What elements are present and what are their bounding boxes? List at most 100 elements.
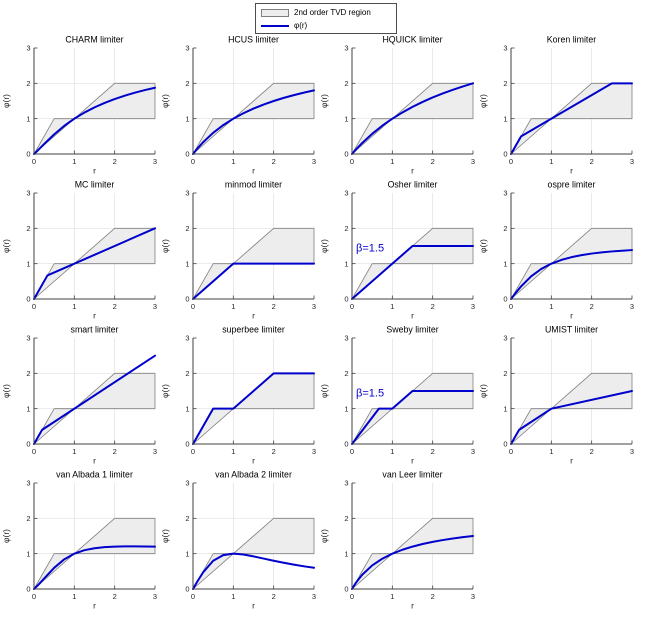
y-tick-label: 2 <box>26 79 30 88</box>
y-tick-label: 2 <box>344 514 348 523</box>
y-tick-label: 0 <box>503 150 507 159</box>
y-axis-label: φ(r) <box>320 384 329 398</box>
limiter-curve <box>510 249 633 300</box>
y-tick-label: 1 <box>26 114 30 123</box>
subplot-title: van Albada 1 limiter <box>56 470 133 480</box>
x-axis-label: r <box>411 601 414 611</box>
tvd-region-shape <box>192 517 315 590</box>
limiter-curve <box>33 227 156 300</box>
subplot-van-albada-1-limiter: 0 1 2 3 0 1 2 3 van Albada 1 limiter r φ(r) <box>2 469 161 614</box>
subplot-sweby-limiter: 0 1 2 3 0 1 2 3 Sweby limiter r φ(r) β=1.5 <box>320 324 479 469</box>
plot-area-smart-limiter: 0 1 2 3 0 1 2 3 smart limiter r φ(r) <box>2 325 157 466</box>
y-tick-label: 0 <box>185 295 189 304</box>
y-tick-label: 3 <box>344 44 348 53</box>
y-axis-label: φ(r) <box>320 529 329 543</box>
x-tick-label: 2 <box>590 302 594 311</box>
x-tick-label: 0 <box>32 592 36 601</box>
x-tick-label: 3 <box>153 157 157 166</box>
x-tick-label: 3 <box>312 302 316 311</box>
y-axis-label: φ(r) <box>161 529 170 543</box>
plot-area-van-albada-2-limiter: 0 1 2 3 0 1 2 3 van Albada 2 limiter r φ(r) <box>161 470 316 611</box>
subplot-superbee-limiter: 0 1 2 3 0 1 2 3 superbee limiter r φ(r) <box>161 324 320 469</box>
y-tick-label: 2 <box>26 224 30 233</box>
y-tick-label: 3 <box>26 334 30 343</box>
y-tick-label: 2 <box>503 369 507 378</box>
subplot-smart-limiter: 0 1 2 3 0 1 2 3 smart limiter r φ(r) <box>2 324 161 469</box>
x-tick-label: 2 <box>272 592 276 601</box>
x-tick-label: 3 <box>471 302 475 311</box>
y-tick-label: 2 <box>344 224 348 233</box>
subplot-title: van Leer limiter <box>382 470 442 480</box>
tvd-region-shape <box>33 372 156 445</box>
y-axis-label: φ(r) <box>320 239 329 253</box>
subplot-title: smart limiter <box>71 325 119 335</box>
subplot-van-leer-limiter: 0 1 2 3 0 1 2 3 van Leer limiter r φ(r) <box>320 469 479 614</box>
y-tick-label: 0 <box>344 585 348 594</box>
x-tick-label: 3 <box>153 592 157 601</box>
x-tick-label: 2 <box>272 157 276 166</box>
y-tick-label: 3 <box>185 44 189 53</box>
plot-area-sweby-limiter: 0 1 2 3 0 1 2 3 Sweby limiter r φ(r) β=1.5 <box>320 325 475 466</box>
tvd-region-shape <box>351 82 474 155</box>
y-tick-label: 3 <box>503 334 507 343</box>
x-tick-label: 2 <box>431 157 435 166</box>
x-tick-label: 2 <box>590 447 594 456</box>
x-tick-label: 2 <box>113 157 117 166</box>
x-tick-label: 0 <box>32 447 36 456</box>
y-axis-label: φ(r) <box>161 94 170 108</box>
tvd-region-shape <box>33 517 156 590</box>
subplot-ospre-limiter: 0 1 2 3 0 1 2 3 ospre limiter r φ(r) <box>479 179 638 324</box>
subplot-title: van Albada 2 limiter <box>215 470 292 480</box>
legend-item-phi: φ(r) <box>261 20 392 31</box>
limiter-curve <box>33 545 156 590</box>
subplot-title: HQUICK limiter <box>382 35 442 45</box>
x-tick-label: 1 <box>72 447 76 456</box>
y-axis-label: φ(r) <box>479 239 488 253</box>
y-axis-label: φ(r) <box>479 94 488 108</box>
x-tick-label: 2 <box>590 157 594 166</box>
y-axis-label: φ(r) <box>2 529 11 543</box>
x-axis-label: r <box>252 456 255 466</box>
y-tick-label: 3 <box>344 334 348 343</box>
x-tick-label: 2 <box>272 447 276 456</box>
x-tick-label: 2 <box>113 592 117 601</box>
y-tick-label: 2 <box>185 369 189 378</box>
x-tick-label: 0 <box>350 592 354 601</box>
x-tick-label: 1 <box>390 302 394 311</box>
y-tick-label: 0 <box>26 150 30 159</box>
x-axis-label: r <box>252 311 255 321</box>
y-tick-label: 1 <box>344 404 348 413</box>
limiter-curve <box>351 535 474 590</box>
x-tick-label: 1 <box>72 302 76 311</box>
y-tick-label: 2 <box>185 514 189 523</box>
beta-annotation: β=1.5 <box>356 387 384 399</box>
x-tick-label: 0 <box>509 157 513 166</box>
x-tick-label: 1 <box>231 157 235 166</box>
y-tick-label: 0 <box>26 295 30 304</box>
y-tick-label: 2 <box>26 514 30 523</box>
x-tick-label: 3 <box>630 302 634 311</box>
x-axis-label: r <box>570 456 573 466</box>
x-tick-label: 0 <box>509 302 513 311</box>
limiter-curve <box>33 354 156 445</box>
x-tick-label: 0 <box>350 447 354 456</box>
plot-area-mc-limiter: 0 1 2 3 0 1 2 3 MC limiter r φ(r) <box>2 180 157 321</box>
y-tick-label: 3 <box>503 44 507 53</box>
plot-area-charm-limiter: 0 1 2 3 0 1 2 3 CHARM limiter r φ(r) <box>2 35 157 176</box>
x-tick-label: 3 <box>630 447 634 456</box>
y-axis-label: φ(r) <box>479 384 488 398</box>
x-tick-label: 0 <box>191 157 195 166</box>
x-axis-label: r <box>570 311 573 321</box>
x-tick-label: 2 <box>431 302 435 311</box>
subplot-title: HCUS limiter <box>228 35 279 45</box>
subplot-hquick-limiter: 0 1 2 3 0 1 2 3 HQUICK limiter r φ(r) <box>320 34 479 179</box>
y-tick-label: 2 <box>344 369 348 378</box>
x-tick-label: 0 <box>509 447 513 456</box>
subplot-title: UMIST limiter <box>545 325 598 335</box>
x-axis-label: r <box>93 601 96 611</box>
y-tick-label: 3 <box>26 189 30 198</box>
x-tick-label: 0 <box>350 157 354 166</box>
y-tick-label: 1 <box>503 259 507 268</box>
limiter-curve <box>33 86 156 155</box>
x-tick-label: 1 <box>231 302 235 311</box>
